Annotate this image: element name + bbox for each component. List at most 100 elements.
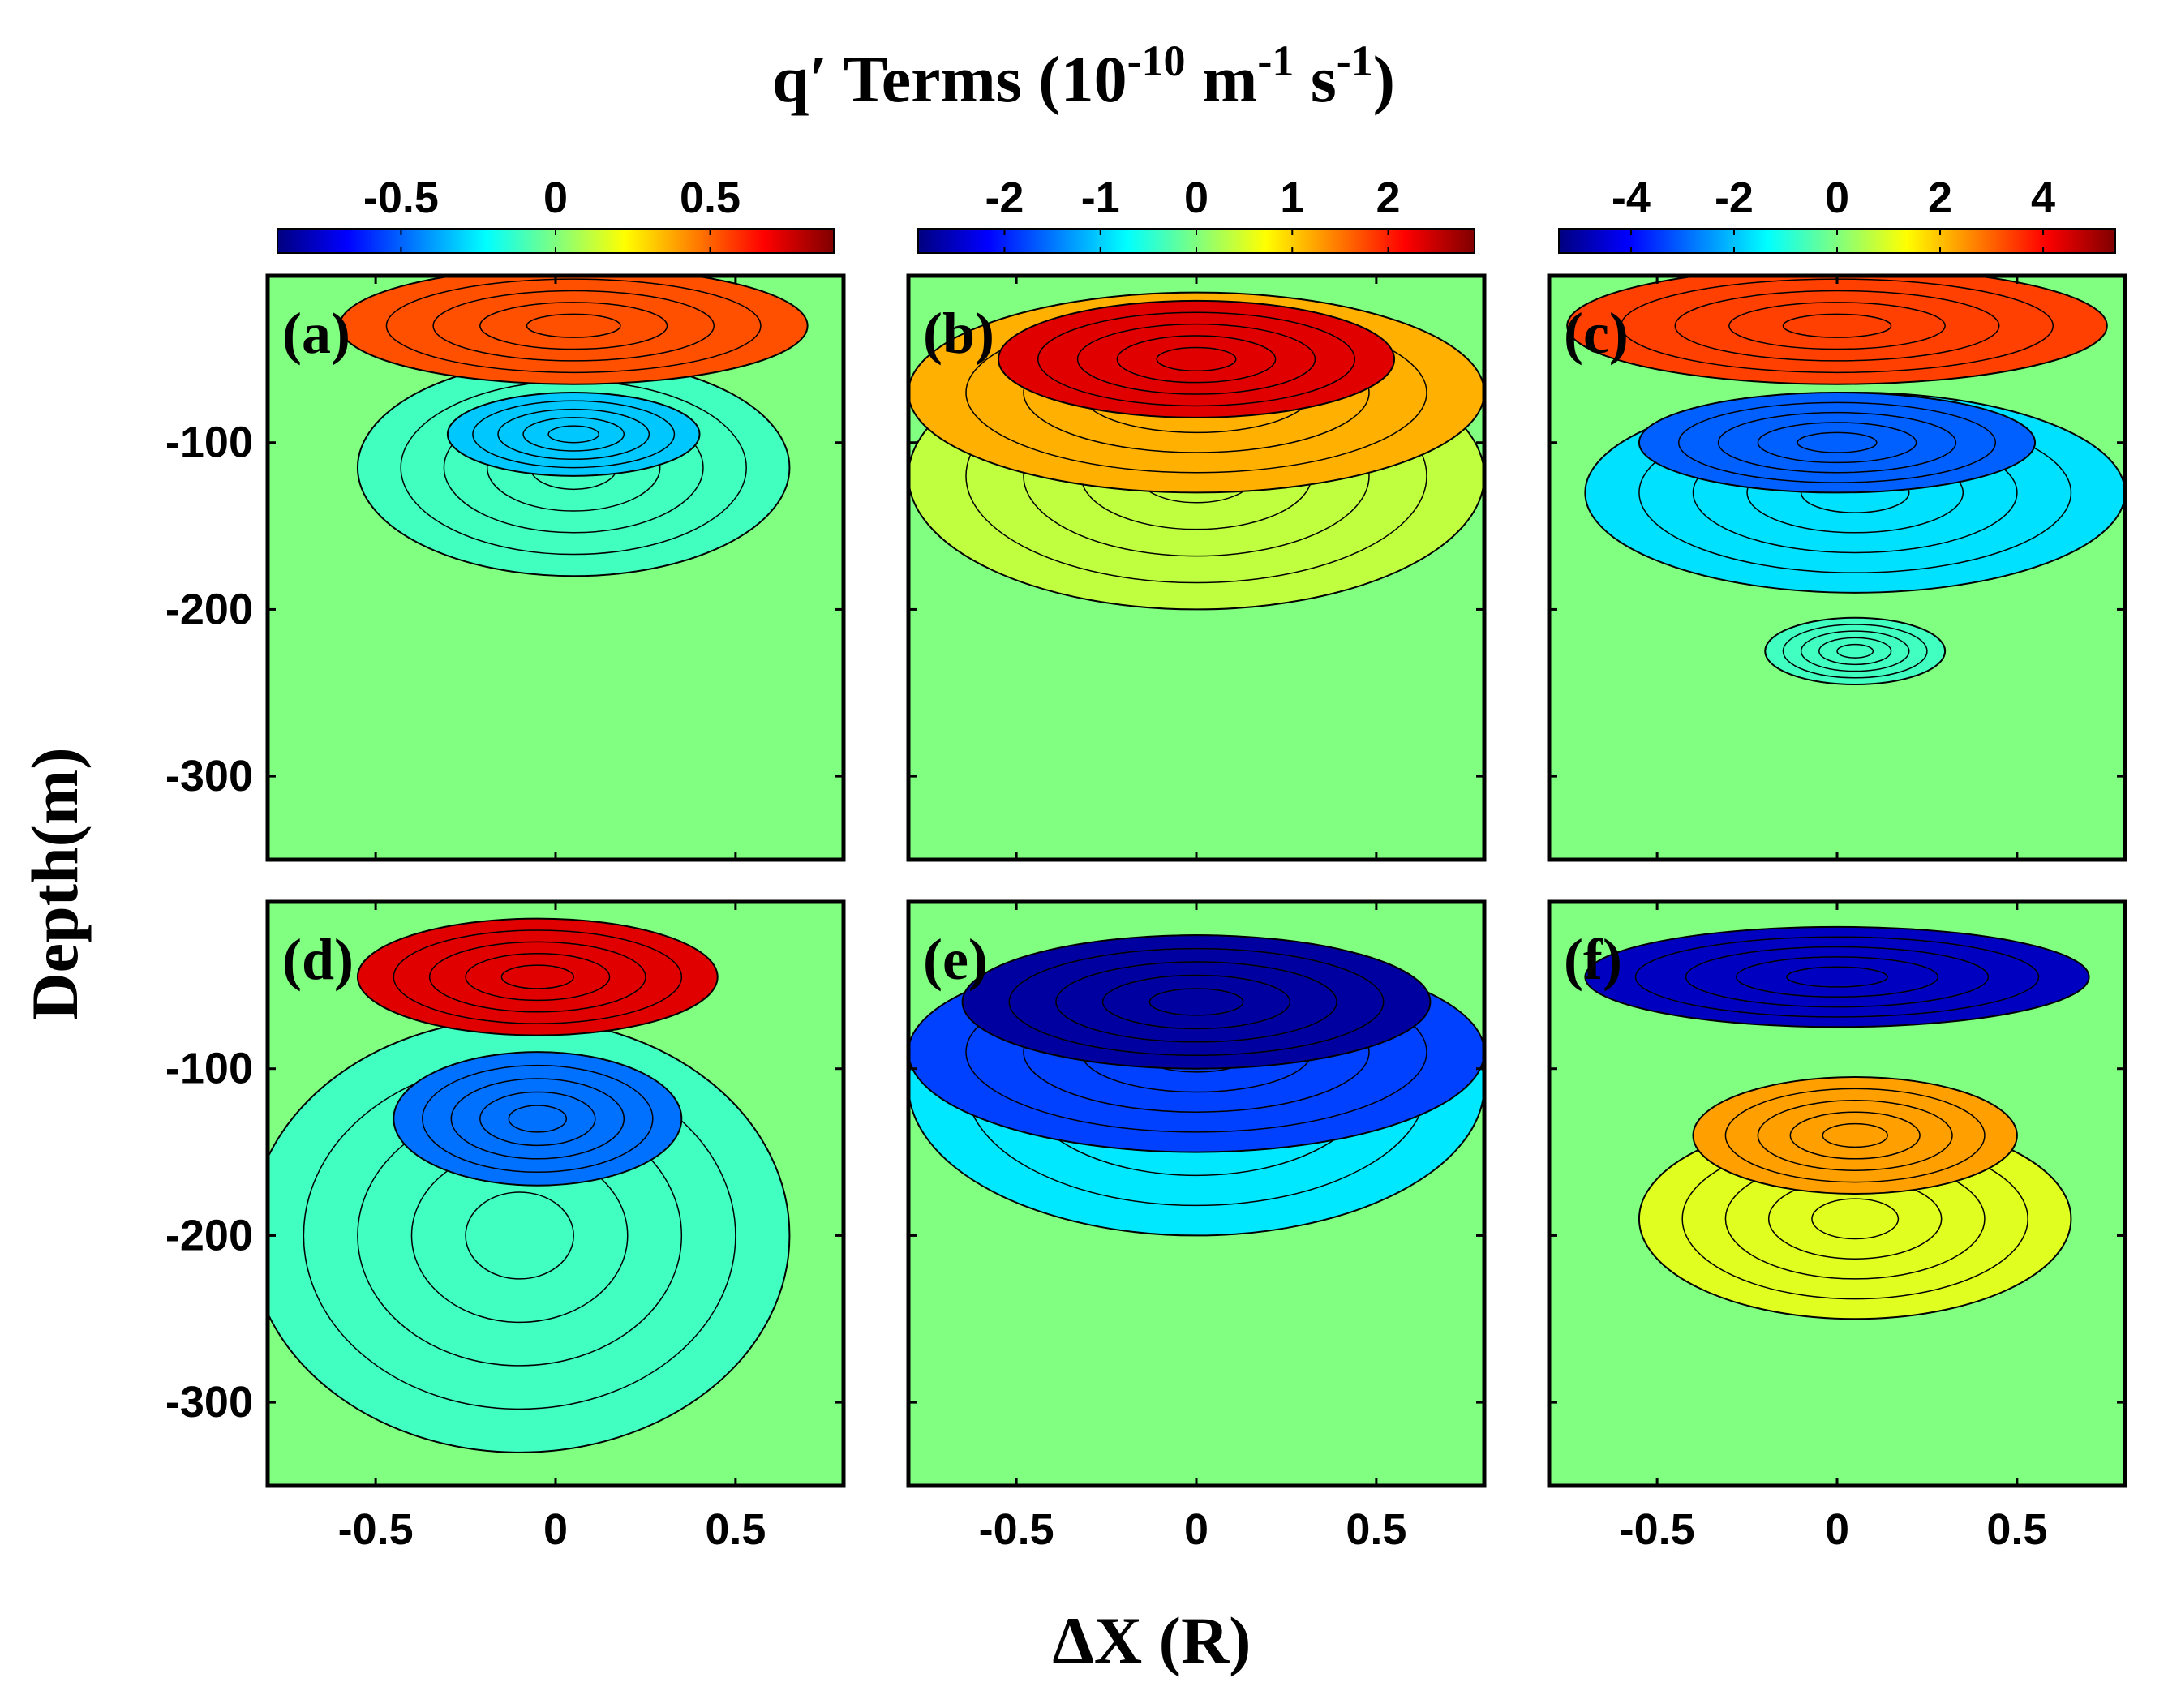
y-tick-label: -200 xyxy=(165,585,253,633)
contour-region-positive xyxy=(356,917,719,1036)
panel-plot-area xyxy=(908,902,1484,1486)
contour-line xyxy=(1789,1111,1921,1160)
panel-e: -0.5 0 0.5 (e) xyxy=(906,899,1487,1554)
contour-line xyxy=(1836,643,1874,659)
panel-label: (d) xyxy=(282,927,354,992)
contour-region-negative xyxy=(1764,616,1947,685)
title-end: ) xyxy=(1373,42,1395,116)
colorbar-tick-label: 0 xyxy=(1184,174,1208,222)
x-tick-label: -0.5 xyxy=(979,1505,1054,1554)
contour-line xyxy=(1674,290,2000,362)
colorbar-tick-label: -2 xyxy=(1715,174,1754,222)
panel-label: (b) xyxy=(923,301,994,366)
title-exp1: -10 xyxy=(1127,36,1186,85)
contour-line xyxy=(1800,630,1910,672)
y-tick-label: -100 xyxy=(165,1045,253,1093)
contour-line xyxy=(1724,1088,1986,1183)
panel-c: (c) xyxy=(1547,273,2127,862)
contour-region-negative xyxy=(1584,925,2090,1028)
contour-line xyxy=(393,929,683,1024)
contour-line xyxy=(465,1191,574,1280)
panel-d: -100 -200 -300 -0.5 0 0.5 (d) xyxy=(165,899,846,1554)
contour-line xyxy=(1101,974,1291,1030)
contour-line xyxy=(1156,346,1237,372)
contour-line xyxy=(422,1064,654,1174)
contour-line xyxy=(1037,311,1355,407)
contour-line xyxy=(1757,422,1917,464)
colorbar-tick-label: -0.5 xyxy=(363,174,439,222)
contour-line xyxy=(1736,956,1938,998)
contour-line xyxy=(1008,947,1385,1057)
panel-label: (e) xyxy=(923,927,988,992)
title-exp3: -1 xyxy=(1337,36,1373,85)
title-base: q′ Terms (10 xyxy=(772,42,1127,116)
contour-line xyxy=(479,1091,596,1147)
contour-line xyxy=(1717,411,1957,474)
contour-region-negative xyxy=(961,934,1432,1070)
panel-label: (c) xyxy=(1564,301,1629,366)
contour-line xyxy=(1797,431,1878,453)
y-tick-label: -100 xyxy=(165,418,253,467)
contour-region-negative xyxy=(1638,392,2037,494)
figure-title: q′ Terms (10-10 m-1 s-1) xyxy=(772,36,1395,116)
contour-line xyxy=(1822,1122,1888,1148)
x-tick-label: 0.5 xyxy=(1346,1505,1406,1554)
contour-line xyxy=(1678,401,1996,483)
contour-region-positive xyxy=(338,276,809,385)
contour-region-negative xyxy=(393,1051,683,1187)
y-tick-label: -200 xyxy=(165,1211,253,1260)
colorbar-tick-label: 0.5 xyxy=(680,174,741,222)
contour-line xyxy=(1076,323,1316,395)
contour-line xyxy=(1782,313,1892,338)
colorbar-tick-label: 2 xyxy=(1928,174,1952,222)
contour-line xyxy=(1728,302,1946,350)
y-tick-label: -300 xyxy=(165,752,253,800)
colorbar-tick-label: 4 xyxy=(2031,174,2055,222)
contour-line xyxy=(522,417,625,452)
contour-line xyxy=(547,425,599,444)
colorbar-tick-label: -4 xyxy=(1612,174,1651,222)
panels: -100 -200 -300 (a) (b) (c) -100 -200 -300 -0.5 0 0.… xyxy=(165,273,2127,1554)
contour-line xyxy=(465,953,611,1002)
title-mid2: s xyxy=(1294,42,1336,116)
title-mid1: m xyxy=(1186,42,1258,116)
contour-region-positive xyxy=(1566,276,2108,385)
panel-b: (b) xyxy=(906,273,1487,862)
contour-line xyxy=(1116,335,1277,384)
contour-line xyxy=(1757,1100,1953,1171)
panel-plot-area xyxy=(268,276,844,860)
contour-line xyxy=(497,408,650,461)
panel-plot-area xyxy=(908,276,1484,860)
contour-line xyxy=(432,290,715,362)
contour-line xyxy=(1818,637,1892,666)
x-axis-label: ΔX (R) xyxy=(1053,1603,1251,1677)
contour-line xyxy=(1811,1198,1900,1240)
panel-label: (a) xyxy=(282,301,350,366)
colorbar-tick-label: 0 xyxy=(1825,174,1849,222)
colorbars: -0.5 0 0.5 -2 -1 0 1 2 -4 -2 0 2 4 xyxy=(277,174,2116,254)
contour-line xyxy=(385,278,762,374)
contour-line xyxy=(500,964,574,989)
contour-line xyxy=(1685,946,1990,1008)
x-tick-label: -0.5 xyxy=(338,1505,414,1554)
contour-line xyxy=(508,1105,568,1133)
panel-f: -0.5 0 0.5 (f) xyxy=(1547,899,2127,1554)
panel-plot-area xyxy=(268,902,844,1486)
colorbar-tick-label: 2 xyxy=(1376,174,1401,222)
contour-region-positive xyxy=(997,299,1396,418)
contour-line xyxy=(1055,961,1337,1043)
colorbar-tick-label: -2 xyxy=(985,174,1024,222)
contour-line xyxy=(479,302,668,350)
contour-line xyxy=(1786,966,1888,988)
contour-line xyxy=(472,400,676,469)
y-axis-label: Depth(m) xyxy=(18,747,92,1020)
contour-region-negative xyxy=(446,392,701,477)
panel-plot-area xyxy=(1549,902,2125,1486)
title-exp2: -1 xyxy=(1257,36,1294,85)
panel-label: (f) xyxy=(1564,927,1622,992)
contour-region-positive xyxy=(1692,1076,2018,1195)
contour-line xyxy=(1634,936,2040,1018)
contour-line xyxy=(1148,988,1244,1016)
x-tick-label: 0 xyxy=(1825,1505,1849,1554)
